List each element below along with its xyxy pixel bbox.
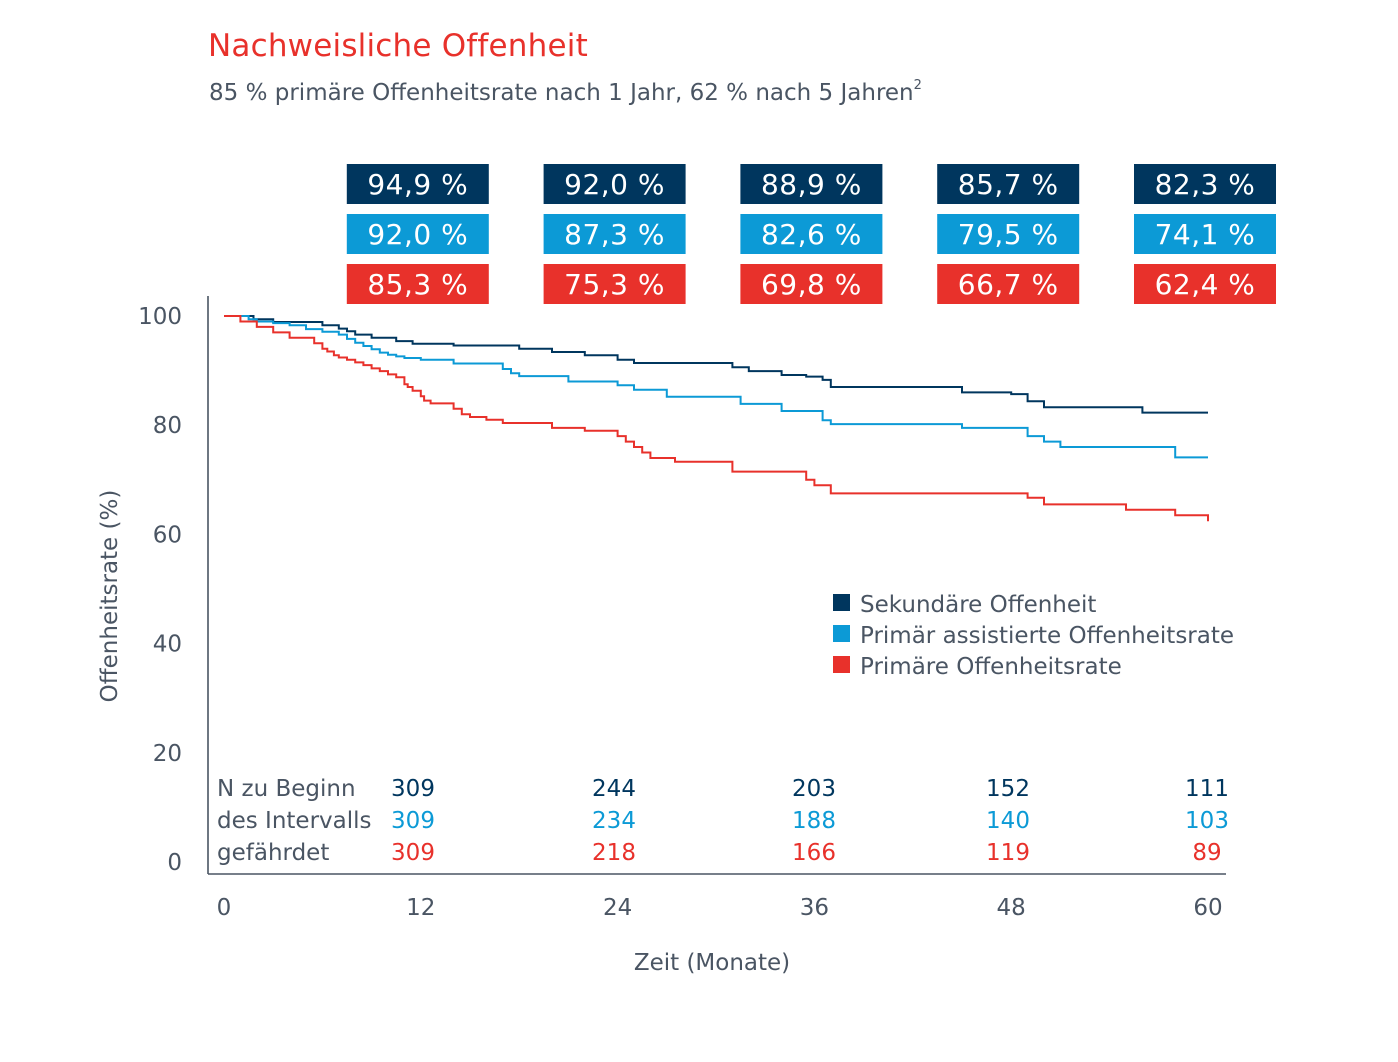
risk-value-secondary: 152: [986, 776, 1030, 802]
chart-axes: [207, 296, 1226, 875]
y-tick-labels: 0 20 40 60 80 100: [138, 304, 182, 876]
annotation-box-assisted: 79,5 %: [937, 214, 1080, 254]
annotation-value: 88,9 %: [761, 168, 862, 201]
y-axis-label: Offenheitsrate (%): [97, 490, 123, 703]
legend: Sekundäre Offenheit Primär assistierte Of…: [833, 592, 1234, 680]
annotation-box-bg: [1134, 214, 1276, 254]
x-tick-label: 12: [406, 895, 435, 921]
risk-value-assisted: 140: [986, 808, 1030, 834]
annotation-box-bg: [937, 264, 1080, 304]
x-tick-label: 48: [997, 895, 1026, 921]
legend-label-primary: Primäre Offenheitsrate: [860, 654, 1122, 680]
annotation-value: 66,7 %: [958, 268, 1059, 301]
annotation-box-bg: [346, 264, 489, 304]
annotation-value: 62,4 %: [1155, 268, 1256, 301]
subtitle-reference: 2: [913, 78, 922, 93]
risk-value-secondary: 111: [1185, 776, 1229, 802]
chart-subtitle: 85 % primäre Offenheitsrate nach 1 Jahr,…: [209, 78, 922, 106]
risk-value-primary: 166: [792, 840, 836, 866]
y-tick-label: 40: [153, 632, 182, 658]
annotation-box-assisted: 87,3 %: [543, 214, 686, 254]
x-axis-label: Zeit (Monate): [634, 950, 790, 976]
series-line-primary: [224, 315, 1209, 522]
risk-value-primary: 218: [592, 840, 636, 866]
annotation-value: 87,3 %: [564, 218, 665, 251]
rate-annotation-boxes: 94,9 % 92,0 % 88,9 % 85,7 % 82,3 % 92,0 % 87,3…: [346, 164, 1276, 304]
risk-value-assisted: 309: [391, 808, 435, 834]
annotation-value: 75,3 %: [564, 268, 665, 301]
y-tick-label: 0: [167, 850, 182, 876]
annotation-box-assisted: 74,1 %: [1134, 214, 1276, 254]
annotation-box-bg: [937, 214, 1080, 254]
annotation-box-bg: [740, 264, 883, 304]
survival-curves: [224, 315, 1209, 522]
subtitle-text: 85 % primäre Offenheitsrate nach 1 Jahr,…: [209, 80, 914, 106]
risk-value-secondary: 203: [792, 776, 836, 802]
x-tick-label: 24: [603, 895, 632, 921]
annotation-box-bg: [740, 214, 883, 254]
annotation-box-bg: [740, 164, 883, 204]
annotation-box-secondary: 85,7 %: [937, 164, 1080, 204]
annotation-box-primary: 85,3 %: [346, 264, 489, 304]
y-tick-label: 80: [153, 413, 182, 439]
annotation-box-secondary: 94,9 %: [346, 164, 489, 204]
annotation-value: 79,5 %: [958, 218, 1059, 251]
y-tick-label: 100: [138, 304, 182, 330]
annotation-box-primary: 75,3 %: [543, 264, 686, 304]
legend-swatch-secondary: [833, 594, 850, 611]
annotation-value: 94,9 %: [367, 168, 468, 201]
legend-swatch-assisted: [833, 625, 850, 642]
annotation-box-bg: [1134, 264, 1276, 304]
annotation-box-bg: [346, 164, 489, 204]
legend-swatch-primary: [833, 656, 850, 673]
x-tick-label: 60: [1193, 895, 1222, 921]
annotation-value: 92,0 %: [367, 218, 468, 251]
risk-value-assisted: 103: [1185, 808, 1229, 834]
risk-value-primary: 89: [1192, 840, 1221, 866]
risk-value-primary: 309: [391, 840, 435, 866]
risk-value-assisted: 188: [792, 808, 836, 834]
risk-table: N zu Beginn des Intervalls gefährdet 309 244…: [217, 776, 1229, 866]
annotation-value: 82,6 %: [761, 218, 862, 251]
annotation-value: 69,8 %: [761, 268, 862, 301]
annotation-box-primary: 69,8 %: [740, 264, 883, 304]
annotation-box-bg: [543, 164, 686, 204]
annotation-box-bg: [937, 164, 1080, 204]
risk-value-primary: 119: [986, 840, 1030, 866]
annotation-box-bg: [543, 214, 686, 254]
risk-value-assisted: 234: [592, 808, 636, 834]
legend-label-assisted: Primär assistierte Offenheitsrate: [860, 623, 1234, 649]
annotation-box-bg: [1134, 164, 1276, 204]
annotation-value: 85,3 %: [367, 268, 468, 301]
risk-table-label: N zu Beginn: [217, 776, 356, 802]
annotation-box-secondary: 92,0 %: [543, 164, 686, 204]
series-line-secondary: [224, 315, 1208, 414]
risk-value-secondary: 309: [391, 776, 435, 802]
annotation-box-bg: [346, 214, 489, 254]
x-tick-label: 36: [800, 895, 829, 921]
annotation-value: 85,7 %: [958, 168, 1059, 201]
chart-title: Nachweisliche Offenheit: [208, 28, 588, 64]
risk-value-secondary: 244: [592, 776, 636, 802]
annotation-value: 92,0 %: [564, 168, 665, 201]
x-tick-labels: 0 12 24 36 48 60: [217, 895, 1223, 921]
annotation-box-primary: 62,4 %: [1134, 264, 1276, 304]
y-tick-label: 20: [153, 741, 182, 767]
legend-label-secondary: Sekundäre Offenheit: [860, 592, 1096, 618]
series-line-assisted: [224, 315, 1208, 459]
annotation-box-secondary: 82,3 %: [1134, 164, 1276, 204]
risk-table-label: des Intervalls: [217, 808, 372, 834]
annotation-value: 74,1 %: [1155, 218, 1256, 251]
annotation-box-bg: [543, 264, 686, 304]
annotation-box-assisted: 92,0 %: [346, 214, 489, 254]
annotation-box-assisted: 82,6 %: [740, 214, 883, 254]
x-tick-label: 0: [217, 895, 232, 921]
risk-table-label: gefährdet: [217, 840, 329, 866]
annotation-value: 82,3 %: [1155, 168, 1256, 201]
annotation-box-primary: 66,7 %: [937, 264, 1080, 304]
annotation-box-secondary: 88,9 %: [740, 164, 883, 204]
y-tick-label: 60: [153, 522, 182, 548]
